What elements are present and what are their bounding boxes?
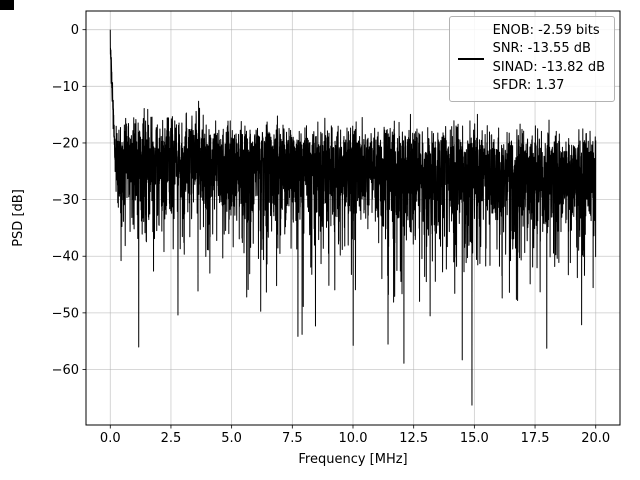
y-tick-label: −20 (52, 136, 79, 151)
y-tick-label: 0 (71, 23, 79, 38)
y-tick-label: −10 (52, 80, 79, 95)
legend-entries: ENOB: -2.59 bits SNR: -13.55 dB SINAD: -… (493, 22, 605, 96)
legend-line-sample (457, 57, 484, 60)
window-corner-mark (0, 0, 14, 10)
y-tick-label: −40 (52, 250, 79, 265)
x-tick-label: 0.0 (100, 431, 121, 446)
y-tick-label: −50 (52, 306, 79, 321)
legend-entry-enob: ENOB: -2.59 bits (492, 23, 600, 38)
legend-entry-sfdr: SFDR: 1.37 (492, 78, 565, 94)
x-tick-label: 15.0 (460, 431, 489, 446)
x-tick-label: 5.0 (221, 431, 242, 446)
legend-entry-sinad: SINAD: -13.82 dB (492, 59, 605, 75)
y-tick-label: −60 (52, 363, 79, 378)
x-tick-label: 12.5 (399, 431, 428, 446)
x-tick-label: 7.5 (282, 431, 303, 446)
x-tick-label: 17.5 (521, 431, 550, 446)
x-tick-label: 10.0 (339, 431, 368, 446)
legend: ENOB: -2.59 bits SNR: -13.55 dB SINAD: -… (448, 16, 615, 102)
legend-entry-snr: SNR: -13.55 dB (492, 41, 591, 57)
x-tick-label: 20.0 (581, 431, 610, 446)
y-axis-label: PSD [dB] (11, 189, 26, 247)
x-tick-label: 2.5 (161, 431, 182, 446)
psd-series-line (109, 29, 597, 406)
y-tick-label: −30 (52, 193, 79, 208)
x-axis-label: Frequency [MHz] (298, 452, 407, 467)
